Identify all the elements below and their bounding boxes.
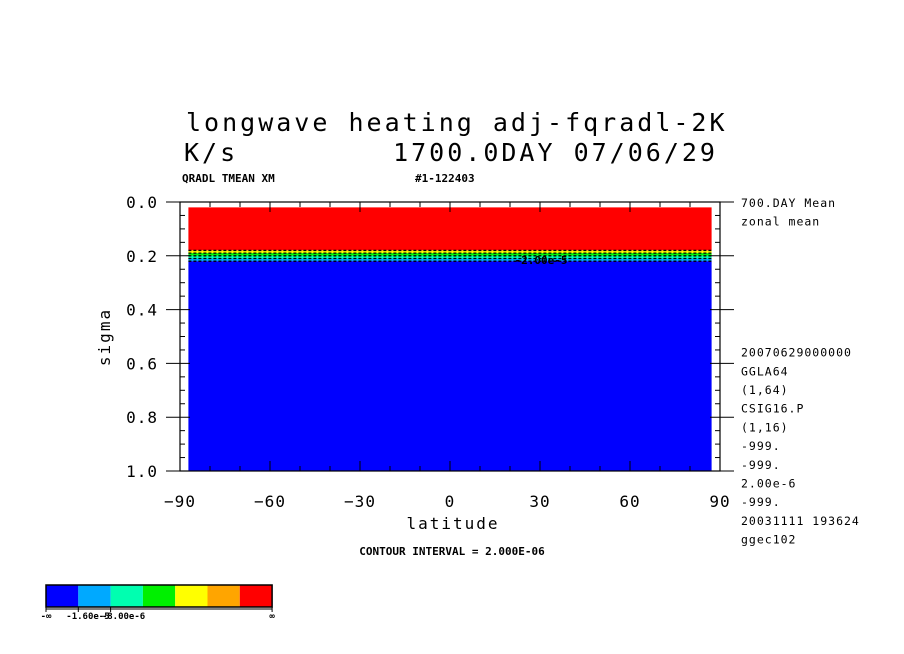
colorbar-swatch-0: [46, 585, 79, 607]
contour-label: -2.00e-5: [515, 254, 568, 267]
y-axis-label: sigma: [95, 308, 114, 366]
x-axis-label: latitude: [406, 514, 499, 533]
side-info: 700.DAY Mean zonal mean 20070629000000 GGLA…: [741, 196, 860, 547]
side-info-line: -999.: [741, 439, 781, 453]
colorbar-label: -8.00e-6: [102, 612, 145, 622]
side-info-line: -999.: [741, 458, 781, 472]
colorbar-swatch-4: [175, 585, 208, 607]
chart-date: 1700.0DAY 07/06/29: [393, 138, 718, 167]
contour-lines: [188, 249, 712, 262]
heatmap-band-2: [188, 253, 712, 256]
heatmap-band-3: [188, 255, 712, 259]
y-tick-label: 0.6: [126, 354, 158, 373]
x-tick-label: 90: [709, 492, 730, 511]
axis-ticks: [166, 201, 734, 472]
side-info-line: 2.00e-6: [741, 477, 796, 491]
y-tick-label: 1.0: [126, 462, 158, 481]
contour-interval-note: CONTOUR INTERVAL = 2.000E-06: [359, 545, 545, 558]
chart-units: K/s: [184, 138, 238, 167]
x-tick-label: −60: [254, 492, 286, 511]
x-tick-label: −30: [344, 492, 376, 511]
colorbar-frame: [45, 584, 273, 608]
y-tick-label: 0.8: [126, 408, 158, 427]
heatmap-band-0: [188, 207, 712, 251]
colorbar-swatch-1: [78, 585, 111, 607]
colorbar-swatch-5: [207, 585, 240, 607]
chart-title: longwave heating adj-fqradl-2K: [186, 108, 728, 137]
x-tick-label: −90: [164, 492, 196, 511]
side-info-line: -999.: [741, 495, 781, 509]
side-info-line: (1,64): [741, 383, 789, 397]
colorbar-swatch-3: [142, 585, 176, 607]
side-info-line: ggec102: [741, 533, 796, 547]
x-tick-label: 60: [619, 492, 640, 511]
side-info-line: 700.DAY Mean: [741, 196, 836, 210]
x-tick-labels: −90 −60 −30 0 30 60 90: [164, 492, 730, 511]
colorbar: -∞ -1.60e-5-8.00e-6 ∞: [41, 584, 275, 622]
colorbar-label: -∞: [41, 612, 52, 622]
side-info-line: CSIG16.P: [741, 402, 804, 416]
side-info-line: GGLA64: [741, 364, 789, 378]
side-info-line: 20031111 193624: [741, 514, 860, 528]
x-tick-label: 30: [529, 492, 550, 511]
heatmap-fill: [188, 207, 712, 471]
heatmap-band-1: [188, 250, 712, 254]
colorbar-swatch-6: [239, 585, 273, 607]
colorbar-swatch-2: [110, 585, 143, 607]
header-right: #1-122403: [415, 172, 475, 185]
y-tick-label: 0.2: [126, 247, 158, 266]
side-info-line: (1,16): [741, 420, 789, 434]
header-left: QRADL TMEAN XM: [182, 172, 275, 185]
y-tick-label: 0.0: [126, 193, 158, 212]
side-info-line: 20070629000000: [741, 346, 852, 360]
y-tick-labels: 0.0 0.2 0.4 0.6 0.8 1.0: [126, 193, 158, 481]
colorbar-label: -1.60e-5: [66, 612, 109, 622]
colorbar-label: ∞: [269, 612, 275, 622]
side-info-line: zonal mean: [741, 215, 820, 229]
x-tick-label: 0: [445, 492, 456, 511]
y-tick-label: 0.4: [126, 301, 158, 320]
heatmap-band-4: [188, 258, 712, 262]
heatmap-band-5: [188, 261, 712, 471]
